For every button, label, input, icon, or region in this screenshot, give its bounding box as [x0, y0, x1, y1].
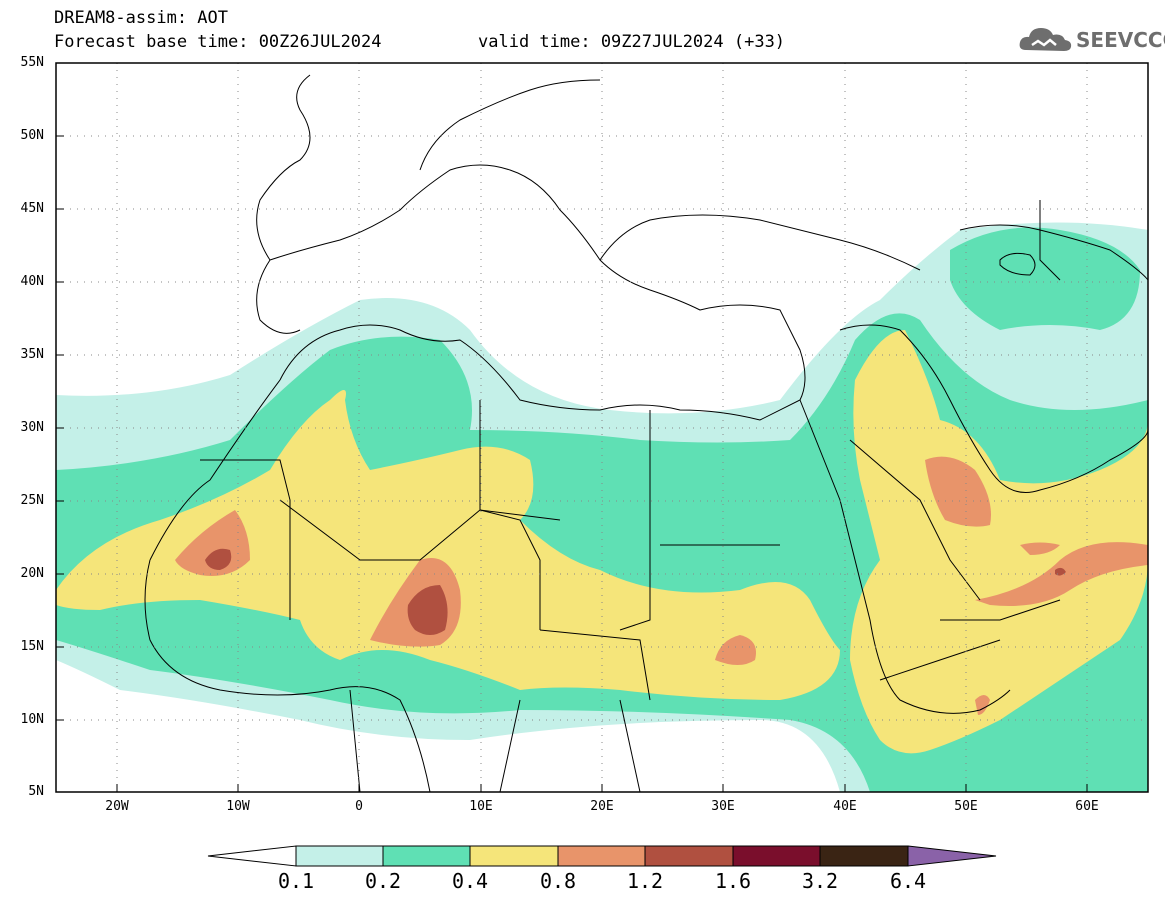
lat-label: 25N	[20, 493, 44, 508]
colorbar-label: 6.4	[889, 869, 927, 893]
lon-label: 10E	[469, 799, 493, 814]
colorbar-under-arrow	[207, 845, 297, 867]
lon-label: 40E	[833, 799, 857, 814]
colorbar-label: 0.2	[364, 869, 402, 893]
colorbar-segment	[644, 845, 734, 867]
valid-time: valid time: 09Z27JUL2024 (+33)	[478, 32, 786, 52]
colorbar-segment	[819, 845, 909, 867]
lon-label: 0	[355, 799, 363, 814]
seevccc-logo: SEEVCCC	[1018, 22, 1165, 56]
lon-label: 20W	[105, 799, 129, 814]
lon-label: 20E	[590, 799, 614, 814]
lon-label: 30E	[711, 799, 735, 814]
lat-label: 30N	[20, 420, 44, 435]
colorbar-segment	[382, 845, 471, 867]
lat-label: 55N	[20, 55, 44, 70]
colorbar-label: 0.4	[451, 869, 489, 893]
lat-label: 35N	[20, 347, 44, 362]
colorbar-label: 0.1	[277, 869, 315, 893]
colorbar-label: 0.8	[539, 869, 577, 893]
colorbar-over-arrow	[907, 845, 997, 867]
lon-label: 60E	[1075, 799, 1099, 814]
aot-level-1-2	[205, 548, 1066, 635]
colorbar-label: 1.6	[714, 869, 752, 893]
colorbar-label: 3.2	[801, 869, 839, 893]
cloud-icon	[1019, 28, 1072, 51]
colorbar-segment	[557, 845, 646, 867]
lat-label: 15N	[20, 639, 44, 654]
graticule	[56, 63, 1148, 792]
coastlines	[144, 74, 1148, 792]
logo-text: SEEVCCC	[1076, 28, 1165, 52]
lat-label: 50N	[20, 128, 44, 143]
colorbar-segment	[295, 845, 384, 867]
product-title: DREAM8-assim: AOT	[54, 8, 228, 28]
lat-label: 40N	[20, 274, 44, 289]
lon-label: 10W	[226, 799, 250, 814]
axis-ticks	[56, 62, 1088, 792]
lat-label: 20N	[20, 566, 44, 581]
colorbar-label: 1.2	[626, 869, 664, 893]
colorbar-segment	[732, 845, 821, 867]
lat-label: 10N	[20, 712, 44, 727]
lat-label: 5N	[28, 784, 44, 799]
forecast-base-time: Forecast base time: 00Z26JUL2024	[54, 32, 382, 52]
colorbar-segment	[469, 845, 559, 867]
lon-label: 50E	[954, 799, 978, 814]
lat-label: 45N	[20, 201, 44, 216]
